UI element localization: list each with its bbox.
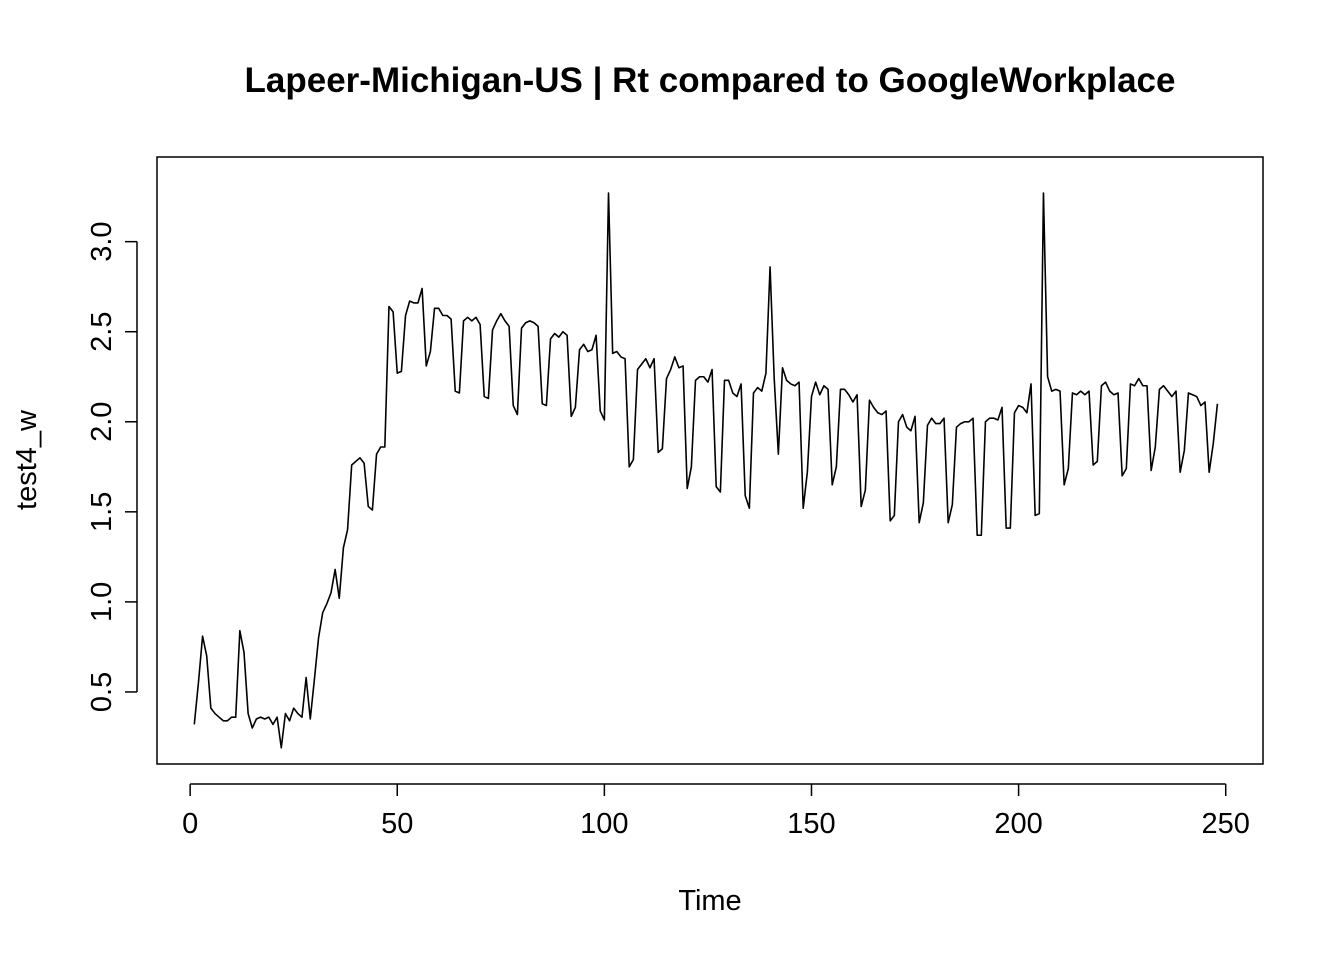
chart-title: Lapeer-Michigan-US | Rt compared to Goog… <box>245 61 1176 100</box>
x-tick-label: 50 <box>381 808 413 840</box>
series-line <box>193 192 1219 749</box>
y-axis-label: test4_w <box>11 409 43 510</box>
y-tick-label: 3.0 <box>86 221 118 261</box>
series-layer <box>193 192 1219 749</box>
x-tick-label: 150 <box>787 808 835 840</box>
x-tick-label: 0 <box>182 808 198 840</box>
y-axis: 0.5 1.0 1.5 2.0 2.5 3.0 <box>86 221 138 712</box>
x-tick-label: 250 <box>1202 808 1250 840</box>
x-tick-label: 100 <box>580 808 628 840</box>
plot-frame <box>156 156 1264 765</box>
y-tick-label: 0.5 <box>86 672 118 712</box>
x-axis-label: Time <box>678 885 741 917</box>
y-tick-label: 2.5 <box>86 312 118 352</box>
x-axis: 0 50 100 150 200 250 <box>182 783 1250 840</box>
y-tick-label: 1.5 <box>86 492 118 532</box>
y-tick-label: 1.0 <box>86 582 118 622</box>
y-tick-label: 2.0 <box>86 402 118 442</box>
x-tick-label: 200 <box>994 808 1042 840</box>
